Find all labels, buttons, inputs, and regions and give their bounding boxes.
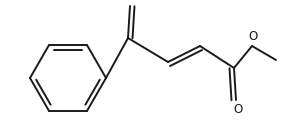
Text: O: O bbox=[233, 103, 243, 116]
Text: O: O bbox=[248, 30, 258, 43]
Text: O: O bbox=[125, 0, 135, 3]
